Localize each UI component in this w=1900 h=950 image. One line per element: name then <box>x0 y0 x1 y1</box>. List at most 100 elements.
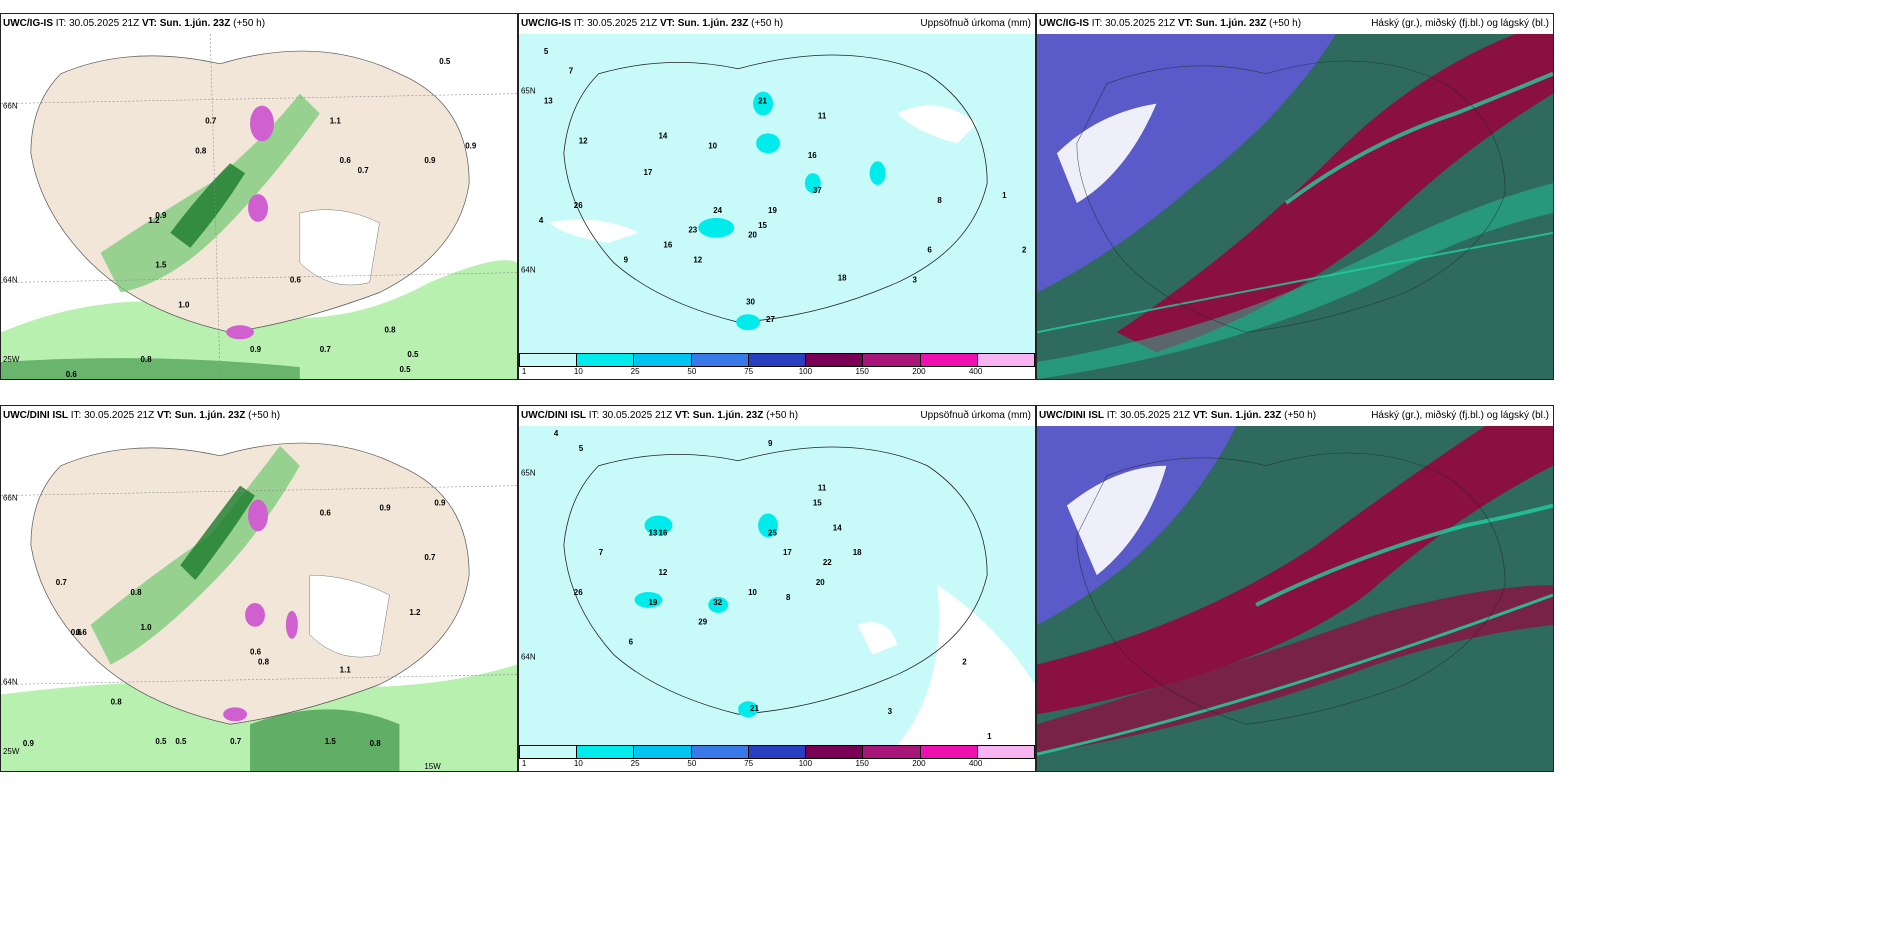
value-label: 21 <box>758 97 767 106</box>
init-time: IT: 30.05.2025 21Z <box>70 410 155 421</box>
panel-header: UWC/IG-IS IT: 30.05.2025 21Z VT: Sun. 1.… <box>1037 14 1553 34</box>
value-label: 9 <box>768 439 773 448</box>
map-svg-right-2 <box>1037 426 1553 771</box>
colorbar-tick: 75 <box>744 759 754 768</box>
map-title: Uppsöfnuð úrkoma (mm) <box>920 410 1031 421</box>
value-label: 32 <box>713 598 722 607</box>
colorbar-cell <box>977 746 1034 758</box>
value-label: 0.9 <box>380 504 392 513</box>
value-label: 15 <box>758 221 767 230</box>
colorbar-tick: 200 <box>912 367 926 376</box>
lat-label: 64N <box>521 266 536 275</box>
colorbar-tick: 25 <box>630 759 640 768</box>
colorbar-cell <box>806 354 864 366</box>
value-label: 8 <box>937 196 942 205</box>
map-svg-mid-1: 65N 64N 5 7 13 10 12 14 21 16 17 15 11 9… <box>519 34 1035 353</box>
value-label: 3 <box>912 275 917 284</box>
wind-precip-map: 66N 64N 25W 0.5 0.8 0.9 1.0 0.6 0.7 0.5 … <box>1 34 517 379</box>
value-label: 21 <box>750 704 759 713</box>
value-label: 16 <box>663 241 672 250</box>
colorbar-tick: 400 <box>968 367 983 376</box>
value-label: 0.6 <box>320 508 332 517</box>
colorbar-cell <box>806 746 864 758</box>
panel-clouds-row1: UWC/IG-IS IT: 30.05.2025 21Z VT: Sun. 1.… <box>1036 13 1554 380</box>
value-label: 1.2 <box>148 216 160 225</box>
panel-accum-precip-row2: UWC/DINI ISL IT: 30.05.2025 21Z VT: Sun.… <box>518 405 1036 772</box>
model-name: UWC/DINI ISL <box>3 410 68 421</box>
value-label: 4 <box>539 216 544 225</box>
colorbar-cell <box>920 354 978 366</box>
panel-clouds-row2: UWC/DINI ISL IT: 30.05.2025 21Z VT: Sun.… <box>1036 405 1554 772</box>
colorbar-cell <box>748 746 807 758</box>
colorbar-cell <box>863 354 921 366</box>
value-label: 19 <box>768 206 777 215</box>
colorbar-tick: 150 <box>855 367 869 376</box>
map-svg-left-1: 66N 64N 25W 0.5 0.8 0.9 1.0 0.6 0.7 0.5 … <box>1 34 517 379</box>
panel-wind-precip-row1: UWC/IG-IS IT: 30.05.2025 21Z VT: Sun. 1.… <box>0 13 518 380</box>
colorbar-cells <box>519 353 1035 367</box>
value-label: 1 <box>987 732 992 741</box>
value-label: 26 <box>574 201 583 210</box>
value-label: 0.5 <box>439 57 451 66</box>
value-label: 0.6 <box>250 648 262 657</box>
value-label: 11 <box>818 111 827 120</box>
model-name: UWC/IG-IS <box>521 18 571 29</box>
valid-time: VT: Sun. 1.jún. 23Z <box>141 18 231 29</box>
accum-precip-map: 65N 64N 4 5 9 11 12 14 16 15 25 17 22 18… <box>519 426 1035 745</box>
model-name: UWC/IG-IS <box>3 18 53 29</box>
colorbar: 1 10 25 50 75 100 150 200 400 <box>519 745 1035 771</box>
colorbar-labels: 1 10 25 50 75 100 150 200 400 <box>519 759 1035 771</box>
value-label: 0.9 <box>23 739 35 748</box>
value-label: 0.5 <box>155 737 167 746</box>
colorbar-cell <box>691 354 749 366</box>
value-label: 0.7 <box>358 166 370 175</box>
value-label: 1.5 <box>325 737 337 746</box>
colorbar-cell <box>920 746 978 758</box>
value-label: 1 <box>1002 191 1007 200</box>
model-name: UWC/DINI ISL <box>521 410 586 421</box>
valid-time: VT: Sun. 1.jún. 23Z <box>1177 18 1267 29</box>
value-label: 12 <box>658 568 667 577</box>
value-label: 5 <box>544 47 549 56</box>
colorbar-tick: 10 <box>573 367 583 376</box>
value-label: 15 <box>813 499 822 508</box>
lead-time: (+50 h) <box>233 18 266 29</box>
value-label: 25 <box>768 528 777 537</box>
value-label: 9 <box>624 256 629 265</box>
value-label: 19 <box>648 598 657 607</box>
value-label: 5 <box>579 444 584 453</box>
value-label: 0.8 <box>258 658 270 667</box>
value-label: 0.5 <box>175 737 187 746</box>
value-label: 0.7 <box>205 116 217 125</box>
value-label: 0.5 <box>399 365 411 374</box>
panel-accum-precip-row1: UWC/IG-IS IT: 30.05.2025 21Z VT: Sun. 1.… <box>518 13 1036 380</box>
value-label: 0.7 <box>424 553 436 562</box>
colorbar-cell <box>691 746 749 758</box>
value-label: 18 <box>838 273 847 282</box>
value-label: 0.8 <box>140 355 152 364</box>
value-label: 12 <box>693 256 702 265</box>
init-time: IT: 30.05.2025 21Z <box>573 18 658 29</box>
value-label: 7 <box>599 548 604 557</box>
map-title: Háský (gr.), miðský (fj.bl.) og lágský (… <box>1371 410 1549 421</box>
colorbar-tick: 200 <box>912 759 926 768</box>
map-svg-left-2: 66N 64N 25W 15W 0.9 0.6 0.8 1.5 0.7 1.0 … <box>1 426 517 771</box>
colorbar-tick: 25 <box>630 367 640 376</box>
value-label: 1.1 <box>340 666 352 675</box>
valid-time: VT: Sun. 1.jún. 23Z <box>674 410 764 421</box>
panel-header: UWC/DINI ISL IT: 30.05.2025 21Z VT: Sun.… <box>519 406 1035 426</box>
value-label: 10 <box>748 588 757 597</box>
value-label: 1.5 <box>155 261 167 270</box>
value-label: 14 <box>658 131 667 140</box>
value-label: 2 <box>1022 246 1027 255</box>
colorbar-tick: 1 <box>521 367 527 376</box>
value-label: 0.7 <box>230 737 242 746</box>
lon-label: 25W <box>3 747 20 756</box>
colorbar-cell <box>748 354 807 366</box>
value-label: 1.2 <box>409 608 421 617</box>
value-label: 7 <box>569 67 574 76</box>
map-title: Háský (gr.), miðský (fj.bl.) og lágský (… <box>1371 18 1549 29</box>
colorbar-tick: 100 <box>798 759 813 768</box>
model-name: UWC/IG-IS <box>1039 18 1089 29</box>
colorbar-tick: 75 <box>744 367 754 376</box>
